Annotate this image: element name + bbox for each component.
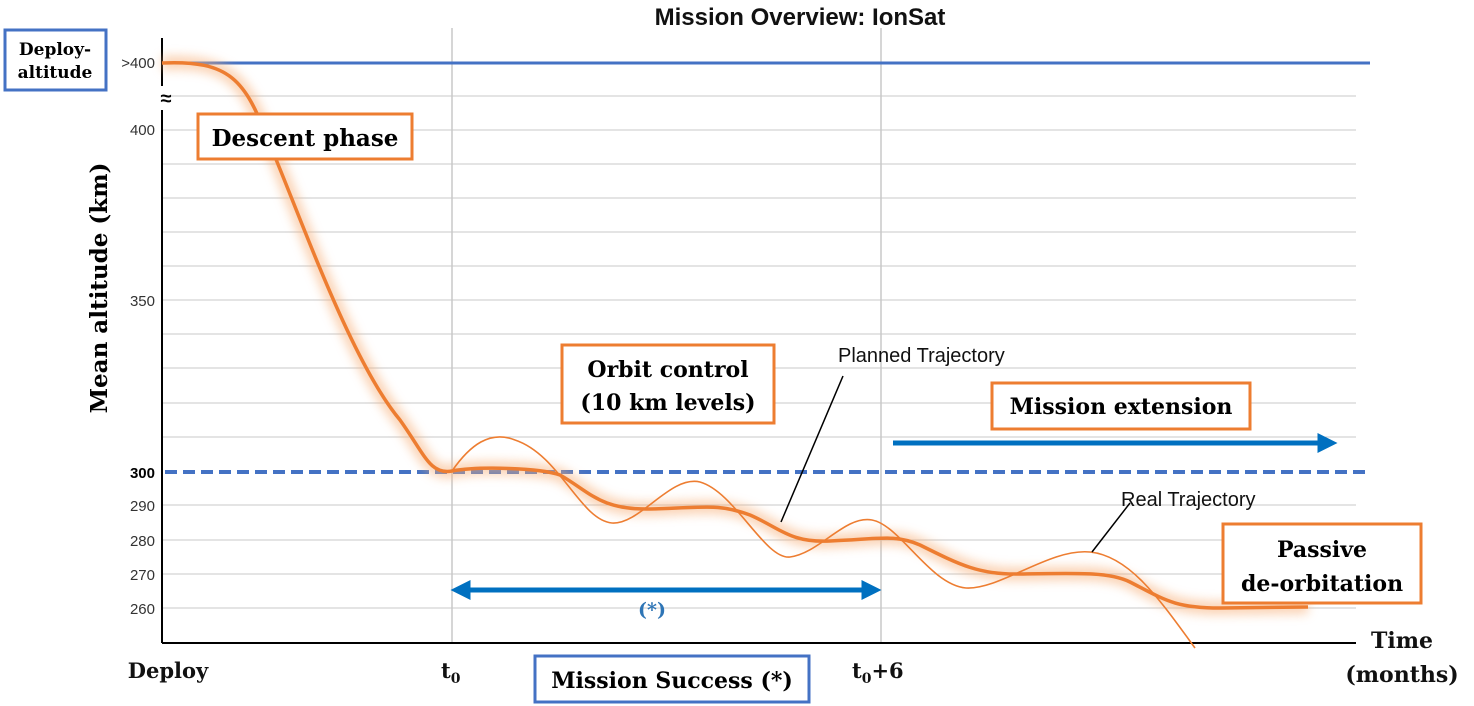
- x-axis-title-line2: (months): [1345, 662, 1458, 688]
- t6-sub: 0: [862, 671, 872, 687]
- planned-trajectory: [161, 55, 1309, 616]
- grid: [162, 95, 1356, 609]
- mission-extension-label: Mission extension: [1010, 394, 1233, 420]
- y-tick-label: 270: [130, 567, 155, 584]
- t6-suffix: +6: [871, 658, 903, 683]
- y-tick-label: 350: [130, 293, 155, 310]
- passive-deorbitation-label-1: Passive: [1277, 537, 1367, 563]
- orbit-control-label-1: Orbit control: [587, 357, 748, 383]
- real-trajectory-label: Real Trajectory: [1121, 489, 1256, 511]
- y-tick-label: 290: [130, 498, 155, 515]
- y-tick-label: 260: [130, 601, 155, 618]
- approx-symbol: ≈: [161, 88, 172, 110]
- deploy-altitude-label-2: altitude: [18, 63, 93, 83]
- x-tick-deploy: Deploy: [128, 658, 209, 683]
- mission-success-label: Mission Success (*): [551, 668, 793, 694]
- orbit-control-box: [560, 343, 776, 425]
- y-tick-label: 300: [130, 465, 155, 482]
- deploy-altitude-label-1: Deploy-: [19, 40, 91, 60]
- real-trajectory-pointer: [1091, 502, 1131, 553]
- passive-deorbitation-label-2: de-orbitation: [1241, 571, 1403, 597]
- deploy-altitude-box: [3, 28, 108, 92]
- orbit-control-label-2: (10 km levels): [580, 390, 755, 416]
- descent-phase-label: Descent phase: [212, 125, 399, 152]
- y-axis-title: Mean altitude (km): [86, 163, 113, 414]
- x-axis-title-line1: Time: [1371, 628, 1433, 654]
- y-tick-label: >400: [121, 55, 155, 72]
- x-tick-t0: t0: [441, 658, 461, 687]
- real-trajectory-line: [451, 436, 1196, 649]
- t0-sub: 0: [451, 671, 461, 687]
- y-tick-label: 400: [130, 122, 155, 139]
- y-tick-label: 280: [130, 533, 155, 550]
- x-tick-t6: t0+6: [852, 658, 904, 687]
- t0-base: t: [441, 658, 451, 683]
- mission-success-marker: (*): [638, 599, 666, 621]
- t6-base: t: [852, 658, 862, 683]
- planned-trajectory-pointer: [780, 375, 844, 523]
- passive-deorbitation-box: [1221, 522, 1423, 605]
- descent-phase-box: [196, 112, 414, 161]
- planned-trajectory-line: [161, 60, 1309, 610]
- chart-title: Mission Overview: IonSat: [655, 4, 946, 31]
- mission-success-box: [533, 654, 811, 704]
- mission-extension-box: [990, 381, 1252, 431]
- planned-trajectory-label: Planned Trajectory: [838, 345, 1005, 367]
